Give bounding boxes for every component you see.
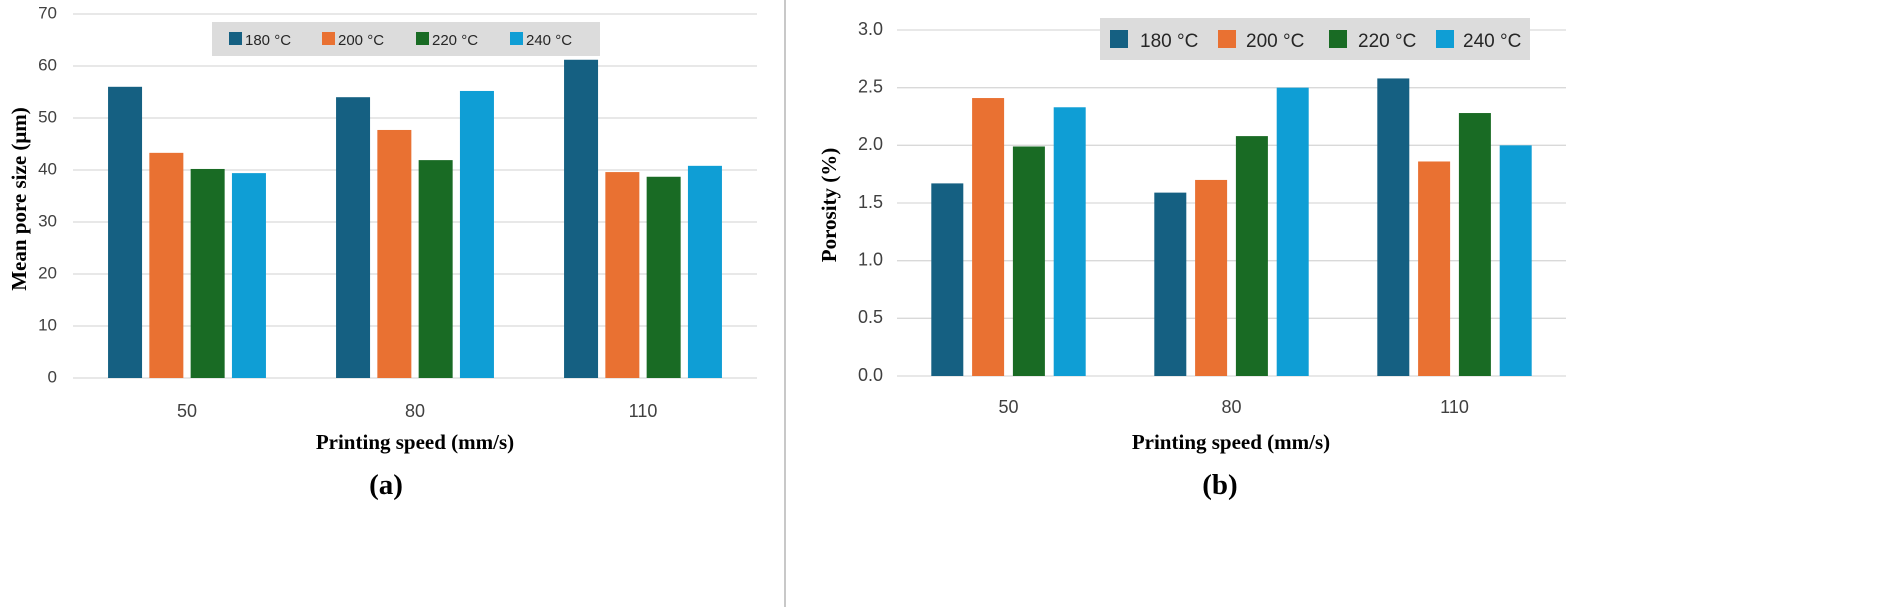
legend-swatch-180-c: [1110, 30, 1128, 48]
bar-200-c-speed-80: [377, 129, 412, 378]
x-tick-label: 110: [1440, 397, 1469, 417]
bar-180-c-speed-50: [931, 183, 964, 376]
bar-240-c-speed-80: [459, 90, 494, 379]
y-tick-label: 40: [38, 159, 57, 178]
x-tick-label: 50: [998, 397, 1018, 417]
y-tick-label: 1.5: [858, 192, 883, 212]
bars: [108, 59, 722, 379]
x-tick-label: 80: [1221, 397, 1241, 417]
x-axis-title: Printing speed (mm/s): [1132, 430, 1330, 454]
bar-240-c-speed-80: [1276, 87, 1309, 377]
bars: [931, 78, 1532, 377]
legend-label-180-c: 180 °C: [245, 32, 291, 49]
bar-220-c-speed-80: [418, 160, 453, 378]
legend: 180 °C 200 °C 220 °C 240 °C: [1100, 18, 1530, 60]
bar-200-c-speed-110: [605, 172, 640, 378]
legend-swatch-180-c: [229, 32, 242, 45]
y-tick-label: 60: [38, 55, 57, 74]
bar-220-c-speed-50: [1012, 146, 1045, 376]
gridlines: [897, 29, 1566, 377]
legend-background: [212, 22, 600, 56]
bar-180-c-speed-110: [1377, 78, 1410, 376]
bar-200-c-speed-80: [1195, 179, 1228, 376]
chart-panel-a: 0 10 20 30 40 50 60 70 50 80 110 180 °C 200 °C 220 …: [7, 3, 757, 501]
y-tick-label: 2.0: [858, 134, 883, 154]
bar-240-c-speed-110: [1499, 145, 1532, 376]
legend-swatch-240-c: [510, 32, 523, 45]
bar-200-c-speed-110: [1418, 161, 1451, 376]
x-tick-label: 80: [405, 401, 425, 421]
y-axis-title: Porosity (%): [817, 148, 841, 263]
y-tick-label: 1.0: [858, 249, 883, 269]
y-tick-label: 50: [38, 107, 57, 126]
x-axis-ticks: 50 80 110: [998, 397, 1468, 417]
bar-240-c-speed-110: [687, 165, 722, 378]
y-tick-label: 10: [38, 315, 57, 334]
legend-label-220-c: 220 °C: [432, 32, 478, 49]
bar-240-c-speed-50: [231, 173, 266, 378]
legend-label-180-c: 180 °C: [1140, 31, 1198, 52]
bar-220-c-speed-80: [1235, 136, 1268, 376]
legend-swatch-220-c: [416, 32, 429, 45]
bar-180-c-speed-80: [336, 97, 371, 378]
x-axis-title: Printing speed (mm/s): [316, 430, 514, 454]
y-axis-ticks: 0 10 20 30 40 50 60 70: [38, 3, 57, 386]
y-tick-label: 0: [48, 367, 57, 386]
bar-220-c-speed-110: [1458, 113, 1491, 376]
legend-swatch-200-c: [322, 32, 335, 45]
legend-label-240-c: 240 °C: [1463, 31, 1521, 52]
gridlines: [73, 13, 757, 379]
legend-swatch-200-c: [1218, 30, 1236, 48]
x-tick-label: 110: [629, 401, 658, 421]
legend-background: [1100, 18, 1530, 60]
y-tick-label: 3.0: [858, 19, 883, 39]
y-tick-label: 70: [38, 3, 57, 22]
bar-180-c-speed-50: [108, 86, 143, 379]
y-tick-label: 0.0: [858, 365, 883, 385]
bar-220-c-speed-50: [190, 168, 225, 378]
y-tick-label: 30: [38, 211, 57, 230]
legend-swatch-240-c: [1436, 30, 1454, 48]
x-axis-ticks: 50 80 110: [177, 401, 657, 421]
panel-label: (a): [369, 469, 403, 501]
bar-200-c-speed-50: [972, 98, 1005, 377]
y-axis-title: Mean pore size (μm): [7, 107, 31, 291]
legend-label-200-c: 200 °C: [338, 32, 384, 49]
legend-swatch-220-c: [1329, 30, 1347, 48]
x-tick-label: 50: [177, 401, 197, 421]
legend-label-240-c: 240 °C: [526, 32, 572, 49]
bar-180-c-speed-80: [1154, 192, 1187, 376]
panel-label: (b): [1202, 469, 1237, 501]
bar-200-c-speed-50: [149, 152, 184, 378]
y-tick-label: 0.5: [858, 307, 883, 327]
legend: 180 °C 200 °C 220 °C 240 °C: [212, 22, 600, 56]
y-axis-ticks: 0.0 0.5 1.0 1.5 2.0 2.5 3.0: [858, 19, 883, 385]
bar-240-c-speed-50: [1053, 107, 1086, 377]
y-tick-label: 20: [38, 263, 57, 282]
bar-220-c-speed-110: [646, 176, 681, 378]
bar-180-c-speed-110: [564, 59, 599, 378]
legend-label-220-c: 220 °C: [1358, 31, 1416, 52]
y-tick-label: 2.5: [858, 76, 883, 96]
legend-label-200-c: 200 °C: [1246, 31, 1304, 52]
chart-panel-b: 0.0 0.5 1.0 1.5 2.0 2.5 3.0 50 80 110 180 °C 200 …: [817, 18, 1566, 501]
